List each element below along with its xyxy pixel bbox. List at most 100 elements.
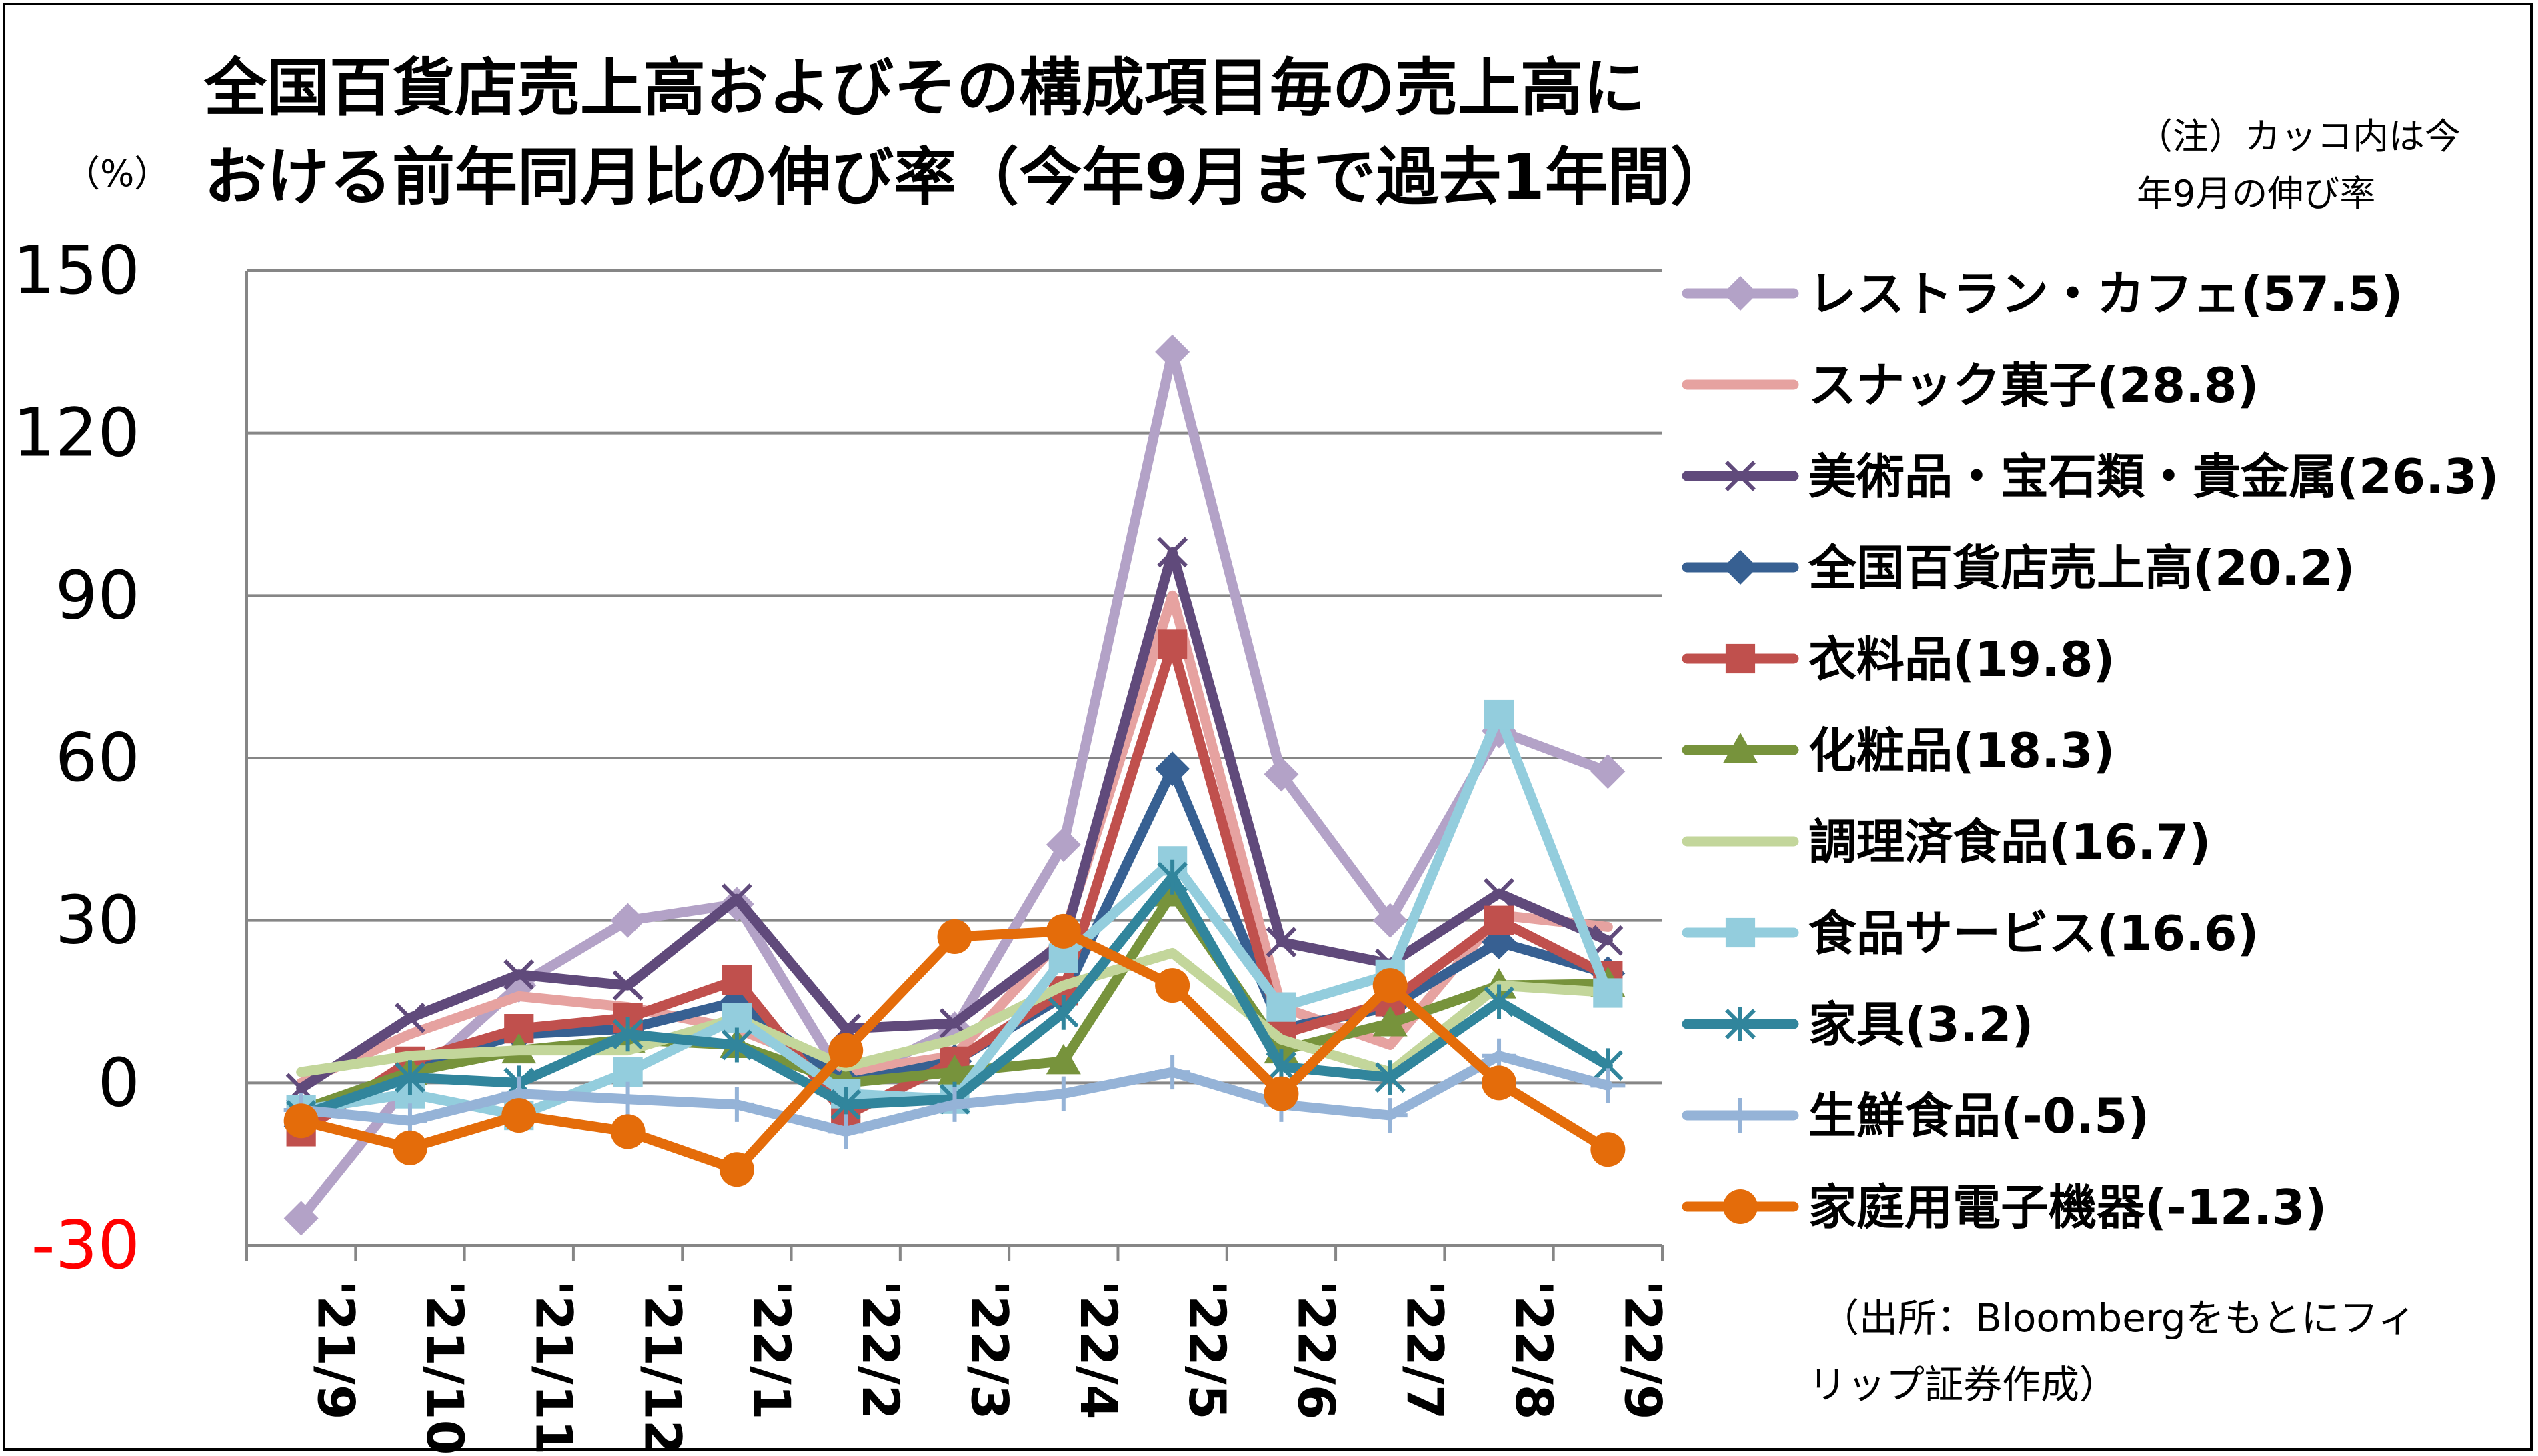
marker-circle xyxy=(1590,1132,1626,1167)
marker-circle xyxy=(610,1114,646,1149)
marker-star xyxy=(1048,995,1079,1030)
legend-label: 生鮮食品(-0.5) xyxy=(1808,1088,2149,1144)
marker-diamond xyxy=(1155,751,1190,787)
y-tick-label: 0 xyxy=(97,1043,140,1121)
x-tick-label: '21/11 xyxy=(524,1280,583,1455)
marker-circle xyxy=(1482,1065,1517,1101)
marker-x xyxy=(1592,925,1624,956)
marker-diamond xyxy=(283,1201,319,1236)
marker-triangle xyxy=(1372,1005,1408,1037)
x-tick-label: '21/10 xyxy=(415,1280,475,1455)
source-line1: （出所：Bloombergをもとにフィ xyxy=(1820,1295,2417,1341)
marker-x xyxy=(395,1002,425,1033)
marker-plus xyxy=(1155,1055,1190,1090)
marker-plus xyxy=(610,1081,646,1117)
marker-star xyxy=(1484,984,1514,1019)
marker-x xyxy=(503,959,535,990)
legend-label: 家庭用電子機器(-12.3) xyxy=(1808,1179,2327,1235)
note-line1: （注）カッコ内は今 xyxy=(2137,115,2461,157)
marker-star xyxy=(1374,1060,1406,1095)
x-tick-label: '22/9 xyxy=(1613,1280,1672,1420)
note-line2: 年9月の伸び率 xyxy=(2137,173,2376,215)
marker-circle xyxy=(1723,1189,1758,1224)
source-line2: リップ証券作成） xyxy=(1808,1362,2119,1407)
marker-plus xyxy=(1590,1068,1626,1103)
marker-diamond xyxy=(1590,754,1626,789)
marker-circle xyxy=(1155,968,1190,1003)
legend-label: 化粧品(18.3) xyxy=(1808,723,2115,779)
marker-circle xyxy=(1046,913,1081,949)
legend-label: レストラン・カフェ(57.5) xyxy=(1808,266,2403,322)
marker-square xyxy=(1725,917,1756,948)
x-tick-label: '22/5 xyxy=(1178,1280,1237,1420)
marker-square xyxy=(722,965,752,995)
legend-label: 全国百貨店売上高(20.2) xyxy=(1808,540,2355,596)
y-tick-label: 60 xyxy=(55,719,140,797)
marker-diamond xyxy=(610,903,646,938)
marker-diamond xyxy=(1723,550,1758,585)
marker-triangle xyxy=(1046,1043,1081,1075)
legend-label: 衣料品(19.8) xyxy=(1808,631,2115,687)
marker-diamond xyxy=(1264,757,1299,792)
marker-plus xyxy=(937,1087,972,1122)
marker-circle xyxy=(392,1130,427,1165)
marker-plus xyxy=(828,1114,864,1149)
x-tick-label: '21/12 xyxy=(633,1280,693,1455)
x-tick-label: '22/1 xyxy=(742,1280,802,1420)
marker-x xyxy=(1725,461,1756,491)
x-tick-label: '22/7 xyxy=(1396,1280,1455,1420)
y-tick-label: 90 xyxy=(55,556,140,634)
y-tick-label: -30 xyxy=(31,1206,140,1284)
marker-circle xyxy=(1372,968,1408,1003)
x-tick-label: '22/8 xyxy=(1504,1280,1564,1420)
x-tick-label: '22/2 xyxy=(851,1280,910,1420)
x-tick-label: '22/3 xyxy=(960,1280,1020,1420)
marker-triangle xyxy=(1723,733,1758,763)
marker-circle xyxy=(283,1103,319,1139)
y-tick-label: 30 xyxy=(55,881,140,959)
x-tick-label: '22/4 xyxy=(1069,1280,1128,1420)
marker-diamond xyxy=(1046,827,1081,862)
marker-circle xyxy=(937,919,972,955)
marker-square xyxy=(1484,905,1514,935)
marker-circle xyxy=(828,1033,864,1068)
marker-diamond xyxy=(1155,334,1190,369)
marker-square xyxy=(1158,629,1188,659)
x-tick-label: '22/6 xyxy=(1286,1280,1346,1420)
y-tick-label: 120 xyxy=(13,394,140,472)
marker-circle xyxy=(1264,1076,1299,1111)
legend-label: 家具(3.2) xyxy=(1808,997,2033,1053)
marker-star xyxy=(1157,859,1188,895)
marker-diamond xyxy=(1723,276,1758,311)
marker-plus xyxy=(1723,1098,1758,1133)
marker-star xyxy=(395,1060,425,1095)
marker-diamond xyxy=(1372,903,1408,938)
chart-title-line1: 全国百貨店売上高およびその構成項目毎の売上高に xyxy=(204,52,1646,125)
marker-plus xyxy=(1046,1076,1081,1111)
legend-label: 食品サービス(16.6) xyxy=(1808,905,2259,961)
y-tick-label: 150 xyxy=(13,231,140,309)
chart-title-line2: おける前年同月比の伸び率（今年9月まで過去1年間） xyxy=(204,141,1733,214)
marker-circle xyxy=(719,1152,754,1187)
marker-square xyxy=(1593,978,1623,1008)
marker-star xyxy=(612,1017,644,1052)
marker-star xyxy=(1725,1007,1756,1041)
marker-star xyxy=(721,1027,752,1063)
y-axis-unit-label: （%） xyxy=(64,153,171,195)
legend-label: 調理済食品(16.7) xyxy=(1808,814,2211,870)
marker-square xyxy=(1725,643,1756,674)
legend-label: スナック菓子(28.8) xyxy=(1808,357,2259,413)
marker-circle xyxy=(501,1098,537,1133)
marker-triangle xyxy=(937,1055,972,1085)
marker-plus xyxy=(1372,1098,1408,1133)
marker-x xyxy=(1266,927,1297,958)
legend-label: 美術品・宝石類・貴金属(26.3) xyxy=(1808,449,2499,505)
marker-x xyxy=(1157,537,1188,568)
marker-plus xyxy=(719,1087,754,1122)
marker-x xyxy=(1484,878,1514,909)
marker-x xyxy=(612,970,644,1001)
marker-square xyxy=(1266,992,1296,1022)
marker-square xyxy=(1484,699,1514,730)
marker-x xyxy=(721,883,752,915)
